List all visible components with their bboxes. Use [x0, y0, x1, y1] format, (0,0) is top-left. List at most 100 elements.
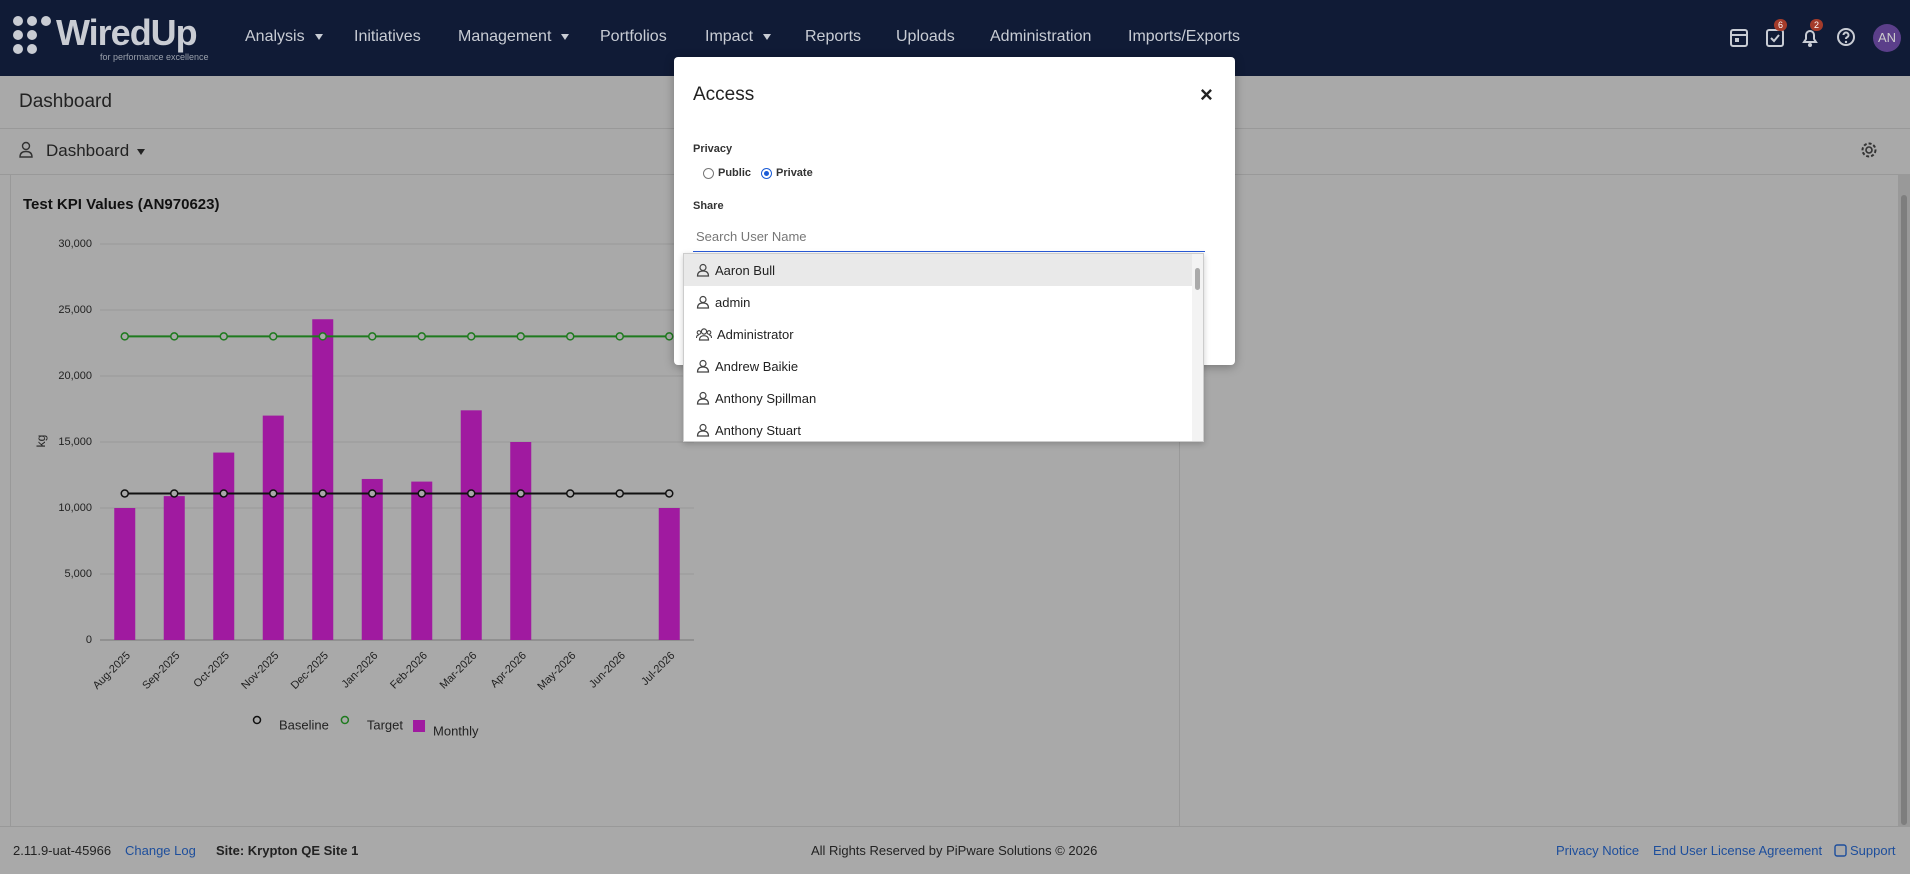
legend-marker	[413, 720, 426, 732]
user-option[interactable]: Aaron Bull	[684, 254, 1192, 286]
point	[368, 489, 377, 498]
user-option[interactable]: Anthony Stuart	[684, 414, 1192, 441]
user-icon	[696, 423, 710, 437]
user-option[interactable]: Andrew Baikie	[684, 350, 1192, 382]
user-icon	[696, 359, 710, 373]
badge: 2	[1810, 19, 1824, 31]
point	[665, 489, 674, 498]
bar	[361, 478, 383, 640]
nav-item[interactable]: Initiatives	[354, 28, 421, 45]
x-tick-label: Jan-2026	[340, 650, 381, 691]
version: 2.11.9-uat-45966	[13, 843, 112, 858]
scrollbar-thumb[interactable]	[1901, 195, 1907, 825]
user-icon	[19, 141, 33, 158]
point	[417, 332, 426, 341]
y-tick-label: 15,000	[58, 436, 92, 448]
brand[interactable]: WiredUp	[12, 12, 198, 55]
user-name: Administrator	[717, 326, 794, 342]
y-tick-label: 20,000	[58, 370, 92, 382]
nav-item[interactable]: Management	[458, 28, 569, 46]
bar	[658, 508, 680, 640]
nav-item[interactable]: Portfolios	[600, 28, 667, 45]
radio-option[interactable]: Public	[703, 167, 751, 179]
user-name: admin	[715, 294, 751, 310]
point	[615, 489, 624, 498]
point	[467, 332, 476, 341]
user-option[interactable]: Anthony Spillman	[684, 382, 1192, 414]
bar	[460, 410, 482, 640]
nav-item[interactable]: Analysis	[245, 28, 323, 46]
privacy-label: Privacy	[693, 143, 733, 155]
logo-dots	[13, 16, 51, 55]
point	[219, 332, 228, 341]
legend-label: Baseline	[279, 717, 329, 732]
nav-item[interactable]: Administration	[990, 28, 1092, 45]
user-icon	[696, 391, 710, 405]
point	[615, 332, 624, 341]
calendar-icon[interactable]	[1729, 26, 1749, 48]
support-link[interactable]: Support	[1850, 843, 1896, 858]
close-button[interactable]: ×	[1200, 82, 1213, 107]
user-option[interactable]: admin	[684, 286, 1192, 318]
bar	[411, 481, 433, 640]
x-tick-label: Nov-2025	[239, 650, 281, 692]
dashboard-selector[interactable]: Dashboard	[46, 141, 145, 161]
bar	[262, 415, 284, 640]
nav-item[interactable]: Imports/Exports	[1128, 28, 1241, 45]
bar	[163, 496, 185, 640]
point	[516, 489, 525, 498]
badge: 6	[1774, 19, 1788, 31]
support-icon	[1834, 844, 1847, 857]
y-tick-label: 10,000	[58, 502, 92, 514]
group-icon	[696, 328, 712, 341]
avatar[interactable]: AN	[1873, 24, 1901, 52]
point	[467, 489, 476, 498]
user-option[interactable]: Administrator	[684, 318, 1192, 350]
bar	[312, 319, 334, 640]
brand-name: WiredUp	[56, 12, 198, 53]
tasks-icon[interactable]	[1765, 26, 1785, 48]
point	[269, 332, 278, 341]
scrollbar[interactable]	[1192, 254, 1203, 441]
nav-item[interactable]: Reports	[805, 28, 862, 45]
point	[219, 489, 228, 498]
footer	[0, 826, 1910, 874]
x-tick-label: Dec-2025	[289, 650, 331, 692]
point	[368, 332, 377, 341]
help-icon[interactable]	[1836, 26, 1856, 48]
y-tick-label: 0	[86, 634, 92, 646]
point	[170, 489, 179, 498]
nav-item[interactable]: Impact	[705, 28, 771, 46]
scrollbar-thumb[interactable]	[1195, 268, 1200, 290]
x-tick-label: Mar-2026	[438, 650, 480, 692]
chart: Test KPI Values (AN970623) kg 0 5,000 10,0…	[23, 196, 694, 738]
y-tick-label: 30,000	[58, 238, 92, 250]
legend-marker	[340, 715, 350, 725]
point	[120, 332, 129, 341]
point	[516, 332, 525, 341]
legend-marker	[252, 715, 262, 725]
radio-button[interactable]	[761, 167, 773, 179]
modal-title: Access	[693, 84, 755, 105]
site: Site: Krypton QE Site 1	[216, 843, 359, 858]
radio-button[interactable]	[703, 167, 714, 179]
privacy-link[interactable]: Privacy Notice	[1556, 843, 1640, 858]
x-tick-label: Jul-2026	[639, 650, 677, 688]
bar	[213, 452, 235, 640]
user-dropdown: Aaron Bull admin Administrator Andrew Baiki…	[683, 253, 1204, 442]
search-input[interactable]: Search User Name	[693, 223, 1205, 252]
user-icon	[696, 263, 710, 277]
radio-label: Private	[776, 167, 813, 179]
point	[566, 332, 575, 341]
user-name: Andrew Baikie	[715, 358, 799, 374]
point	[269, 489, 278, 498]
bell-icon[interactable]	[1800, 26, 1820, 48]
user-icon	[696, 295, 710, 309]
eula-link[interactable]: End User License Agreement	[1653, 843, 1823, 858]
settings-icon[interactable]	[1859, 140, 1879, 160]
radio-option[interactable]: Private	[761, 167, 813, 179]
nav-item[interactable]: Uploads	[896, 28, 955, 45]
changelog-link[interactable]: Change Log	[125, 843, 196, 858]
radio-label: Public	[718, 167, 752, 179]
